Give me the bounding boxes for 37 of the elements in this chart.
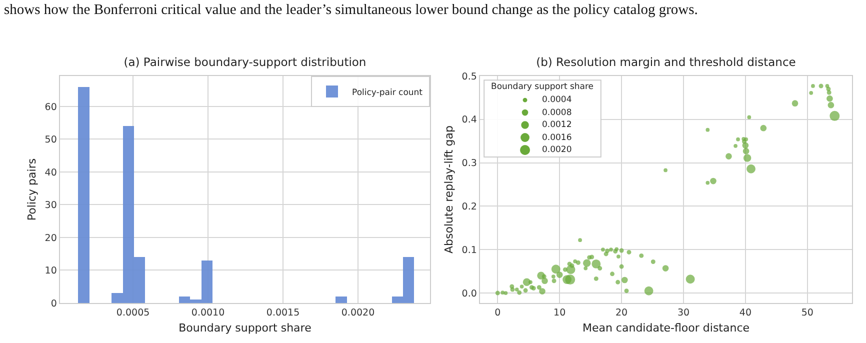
legend-label: 0.0004 <box>542 95 572 105</box>
chart-title: (b) Resolution margin and threshold distance <box>536 55 796 70</box>
y-tick-label: 10 <box>44 266 57 277</box>
y-tick-label: 20 <box>44 232 57 244</box>
text: shows how the Bonferroni critical value and the leader’s simultaneous lower bound change as the policy catalog grows. <box>4 2 698 19</box>
y-tick-label: 0.0 <box>462 288 477 300</box>
y-tick-label: 0.2 <box>462 202 477 213</box>
y-tick-label: 0.5 <box>462 71 477 82</box>
x-tick-label: 0 <box>494 308 501 319</box>
legend-title: Boundary support share <box>491 82 594 92</box>
y-tick-label: 40 <box>44 167 57 178</box>
x-axis-title: Mean candidate-floor distance <box>582 322 750 335</box>
x-tick-label: 0.0010 <box>191 308 225 319</box>
x-tick-label: 0.0015 <box>266 308 300 319</box>
y-tick-label: 30 <box>44 200 57 212</box>
y-axis-title: Absolute replay-lift gap <box>442 125 456 254</box>
y-tick-label: 50 <box>44 134 57 146</box>
legend-label: 0.0020 <box>542 145 572 155</box>
legend-label: 0.0012 <box>542 120 572 130</box>
y-tick-label: 0 <box>50 298 57 310</box>
y-tick-label: 0.3 <box>462 158 477 170</box>
y-axis-title: Policy pairs <box>26 158 39 221</box>
x-tick-label: 30 <box>677 308 690 319</box>
y-tick-label: 0.4 <box>462 114 477 126</box>
x-tick-label: 0.0020 <box>341 308 375 319</box>
x-tick-label: 20 <box>616 308 628 319</box>
x-tick-label: 10 <box>554 308 566 319</box>
legend-label: Policy-pair count <box>352 88 424 98</box>
y-tick-label: 0.1 <box>462 244 477 256</box>
chart-title: (a) Pairwise boundary-support distribution <box>124 55 366 70</box>
x-axis-title: Boundary support share <box>178 322 312 335</box>
x-tick-label: 0.0005 <box>116 308 150 319</box>
x-tick-label: 50 <box>801 308 814 319</box>
x-tick-label: 40 <box>739 308 752 319</box>
y-tick-label: 60 <box>44 102 57 113</box>
legend-label: 0.0016 <box>542 133 572 143</box>
legend-label: 0.0008 <box>542 108 572 118</box>
